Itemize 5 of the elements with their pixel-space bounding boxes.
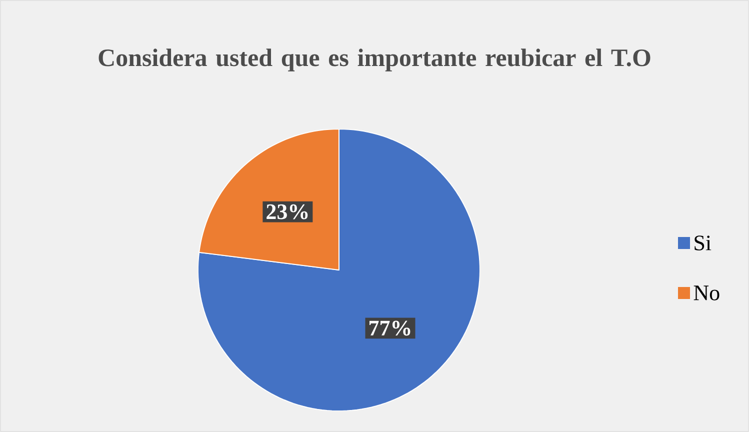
legend-label: No [694,286,720,300]
chart-title: Considera usted que es importante reubicar el T.O [98,48,650,72]
data-label: 77% [370,320,410,336]
data-label: 23% [266,204,308,220]
legend-label: Si [694,236,712,250]
